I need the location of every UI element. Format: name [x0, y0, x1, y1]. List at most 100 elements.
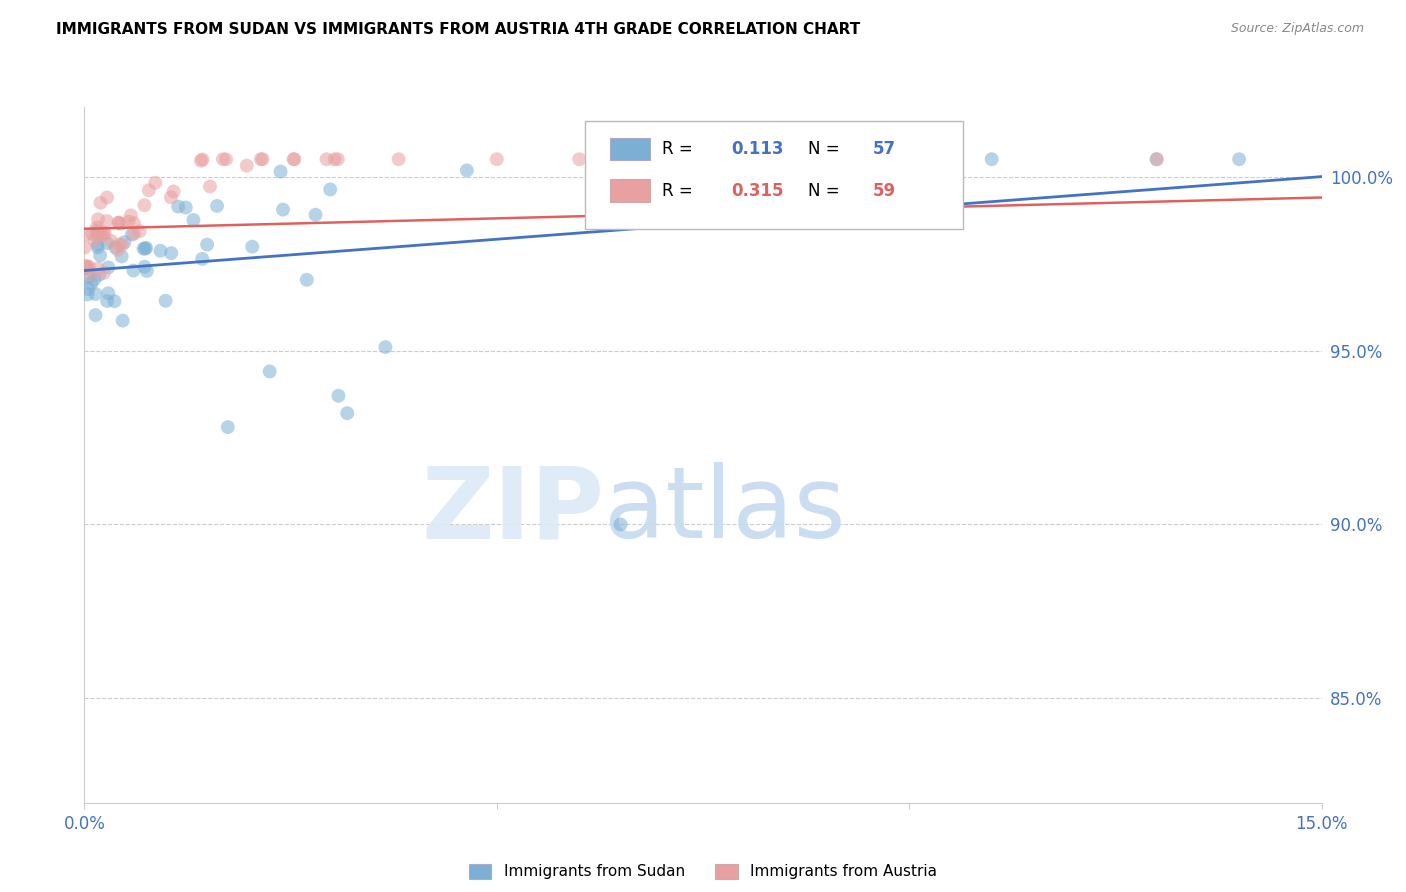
Point	[107, 243, 129, 257]
Point	[295, 273, 318, 287]
Point	[96, 293, 118, 308]
Point	[134, 260, 156, 274]
Point	[183, 213, 205, 227]
Point	[79, 268, 101, 282]
Point	[77, 282, 100, 296]
Point	[87, 212, 110, 227]
Point	[73, 240, 96, 254]
Point	[122, 216, 145, 230]
Point	[1227, 153, 1250, 167]
Point	[215, 153, 238, 167]
Point	[104, 240, 127, 254]
FancyBboxPatch shape	[610, 179, 650, 202]
Point	[132, 242, 155, 256]
Point	[1146, 153, 1168, 167]
Point	[96, 214, 118, 228]
Text: R =: R =	[662, 140, 699, 158]
Point	[898, 153, 921, 167]
Point	[259, 364, 281, 378]
Point	[236, 159, 259, 173]
Point	[121, 227, 143, 242]
Point	[326, 153, 349, 167]
Point	[1146, 153, 1168, 167]
Text: 0.315: 0.315	[731, 182, 785, 200]
Point	[75, 260, 97, 275]
Point	[283, 153, 305, 167]
Point	[117, 214, 139, 228]
Point	[815, 153, 838, 167]
Point	[107, 216, 129, 230]
Point	[319, 182, 342, 196]
Point	[160, 190, 183, 204]
Point	[111, 237, 134, 252]
Point	[692, 153, 714, 167]
Point	[138, 183, 160, 197]
Point	[980, 153, 1002, 167]
FancyBboxPatch shape	[610, 137, 650, 160]
Point	[89, 248, 111, 262]
Point	[240, 240, 263, 254]
Text: R =: R =	[662, 182, 699, 200]
Point	[87, 225, 110, 239]
Point	[122, 263, 145, 277]
Text: ZIP: ZIP	[422, 462, 605, 559]
Point	[134, 198, 156, 212]
Point	[103, 294, 125, 309]
Point	[82, 227, 104, 241]
Text: 0.113: 0.113	[731, 140, 785, 158]
Point	[93, 266, 115, 280]
Text: atlas: atlas	[605, 462, 845, 559]
Point	[84, 308, 107, 322]
Point	[128, 224, 150, 238]
Point	[83, 272, 105, 286]
Point	[270, 164, 292, 178]
Point	[388, 153, 411, 167]
Text: 59: 59	[873, 182, 896, 200]
Point	[190, 153, 212, 168]
Point	[122, 227, 145, 241]
Point	[328, 389, 350, 403]
Point	[149, 244, 172, 258]
Text: Source: ZipAtlas.com: Source: ZipAtlas.com	[1230, 22, 1364, 36]
Point	[76, 259, 98, 273]
Point	[90, 227, 112, 242]
Point	[191, 153, 214, 167]
Point	[75, 227, 97, 242]
Point	[315, 153, 337, 167]
Point	[83, 233, 105, 247]
Point	[283, 153, 305, 167]
Point	[160, 246, 183, 260]
Point	[86, 237, 108, 252]
Point	[456, 163, 478, 178]
Point	[205, 199, 228, 213]
Point	[77, 260, 100, 274]
Point	[336, 406, 359, 420]
Point	[87, 261, 110, 276]
Point	[76, 287, 98, 301]
Point	[174, 201, 197, 215]
Point	[108, 215, 131, 229]
Point	[568, 153, 591, 167]
Point	[120, 208, 142, 222]
Point	[87, 240, 110, 254]
Point	[198, 179, 221, 194]
Point	[100, 234, 122, 248]
Point	[374, 340, 396, 354]
Point	[87, 227, 110, 242]
Point	[217, 420, 239, 434]
Legend: Immigrants from Sudan, Immigrants from Austria: Immigrants from Sudan, Immigrants from A…	[463, 857, 943, 886]
Point	[84, 287, 107, 301]
Point	[114, 235, 136, 249]
Point	[323, 153, 346, 167]
Point	[162, 185, 184, 199]
FancyBboxPatch shape	[585, 121, 963, 229]
Point	[212, 153, 235, 167]
Point	[97, 260, 120, 275]
Point	[91, 228, 114, 243]
Point	[80, 277, 103, 291]
Point	[485, 153, 508, 167]
Point	[250, 153, 273, 167]
Point	[167, 200, 190, 214]
Point	[135, 241, 157, 255]
Point	[108, 237, 131, 252]
